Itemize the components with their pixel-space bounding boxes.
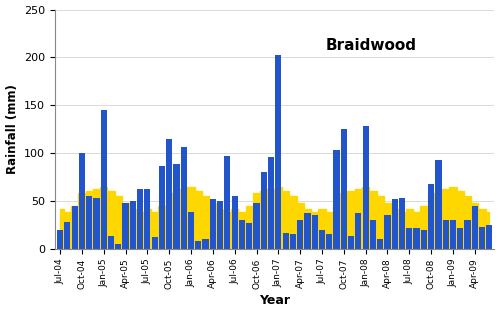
Bar [72,206,78,249]
Bar [108,236,114,249]
Bar [472,206,478,249]
Bar [174,164,180,249]
Bar [137,189,143,249]
Bar [348,236,354,249]
Bar [217,201,223,249]
Bar [260,172,267,249]
Bar [115,244,121,249]
Bar [122,203,128,249]
Bar [188,213,194,249]
Bar [399,198,405,249]
Bar [202,239,208,249]
Bar [57,230,63,249]
Bar [232,196,238,249]
Bar [152,237,158,249]
Bar [275,54,281,249]
Bar [239,220,245,249]
Bar [224,156,230,249]
Bar [356,213,362,249]
Bar [100,110,107,249]
Bar [428,184,434,249]
Bar [130,201,136,249]
Bar [442,220,449,249]
Bar [94,198,100,249]
Bar [312,215,318,249]
Bar [384,215,390,249]
Bar [195,241,202,249]
Bar [282,233,288,249]
Bar [254,203,260,249]
Bar [486,225,492,249]
Bar [319,230,325,249]
Bar [144,188,150,249]
Bar [304,213,310,249]
Bar [86,196,92,249]
Bar [362,126,368,249]
Bar [64,222,70,249]
Bar [290,234,296,249]
Bar [326,234,332,249]
Bar [340,129,347,249]
Bar [450,220,456,249]
Bar [479,227,485,249]
Bar [334,150,340,249]
Bar [297,220,304,249]
Bar [392,199,398,249]
Bar [159,166,165,249]
Bar [457,228,464,249]
Bar [421,230,427,249]
Bar [414,228,420,249]
Y-axis label: Rainfall (mm): Rainfall (mm) [6,84,18,174]
Bar [180,147,187,249]
Bar [246,223,252,249]
Bar [210,199,216,249]
Text: Braidwood: Braidwood [326,38,417,53]
Bar [464,220,470,249]
Bar [377,239,384,249]
Bar [166,139,172,249]
Bar [370,220,376,249]
Bar [79,153,85,249]
X-axis label: Year: Year [259,295,290,307]
Bar [436,160,442,249]
Bar [406,228,412,249]
Bar [268,157,274,249]
